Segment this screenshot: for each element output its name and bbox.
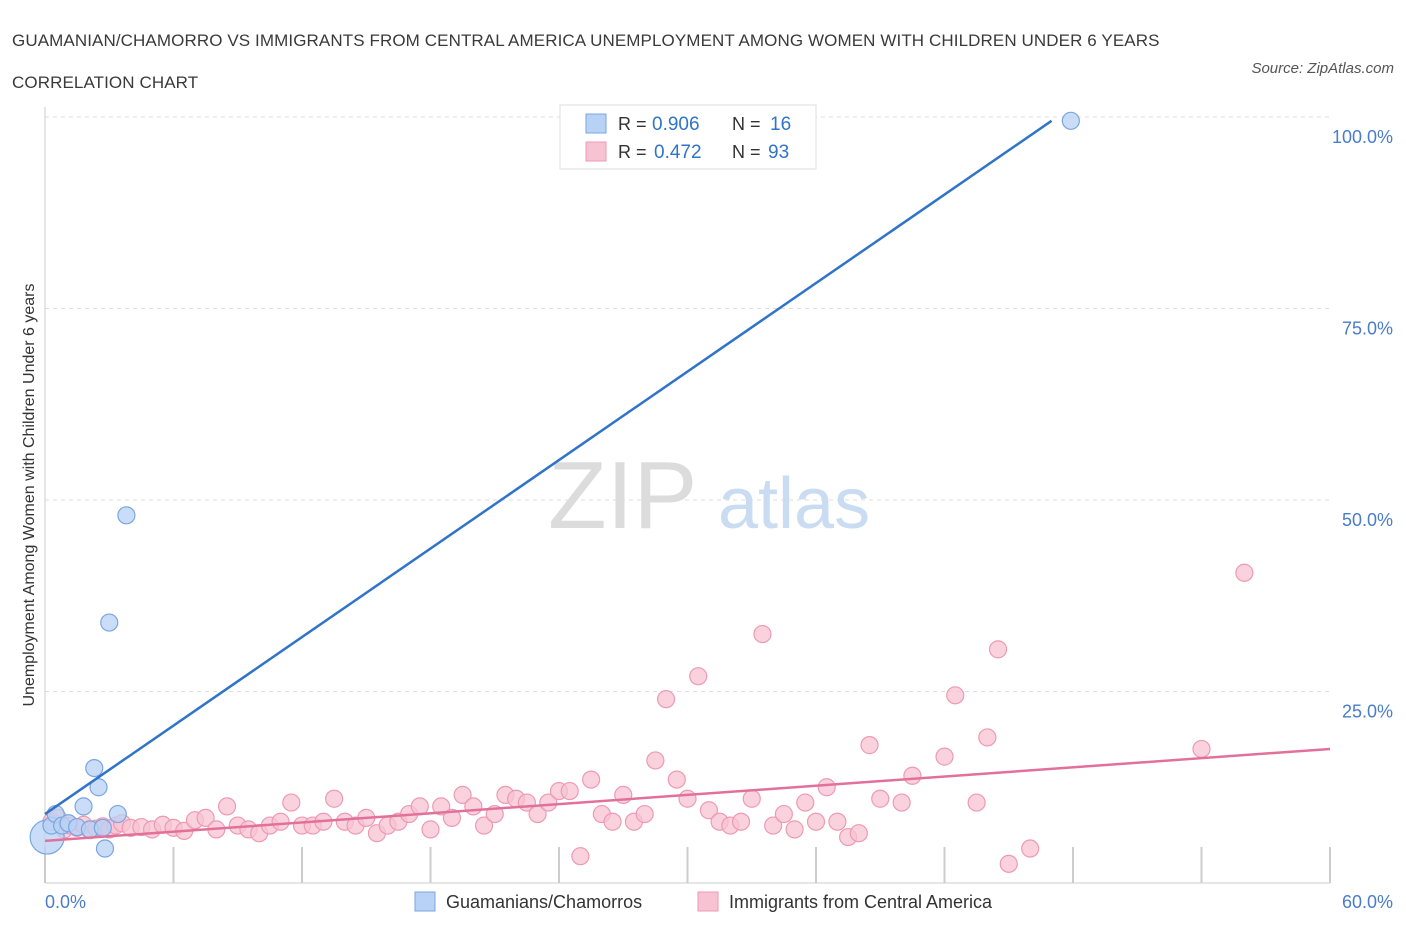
blue-point-14: [117, 506, 136, 525]
pink-point-83: [892, 793, 911, 812]
pink-point-40: [421, 820, 440, 839]
pink-point-21: [217, 797, 237, 816]
stats-swatch-pink: [585, 141, 607, 162]
watermark-atlas: atlas: [718, 464, 870, 544]
pink-point-61: [646, 751, 665, 770]
legend-label-guamanians: Guamanians/Chamorros: [446, 892, 642, 912]
blue-point-13: [108, 804, 127, 824]
pink-point-78: [828, 812, 847, 831]
pink-point-39: [410, 797, 429, 816]
pink-point-80: [849, 824, 868, 843]
stats-swatch-blue: [585, 113, 607, 134]
pink-point-43: [453, 785, 472, 805]
gridlines: [45, 116, 1330, 692]
legend-label-immigrants: Immigrants from Central America: [729, 892, 993, 912]
pink-point-60: [635, 804, 654, 824]
y-axis-label: Unemployment Among Women with Children U…: [21, 283, 38, 706]
pink-point-44: [464, 797, 483, 816]
pink-point-89: [988, 640, 1008, 659]
trend-lines: [44, 119, 1331, 843]
pink-point-64: [678, 789, 697, 808]
blue-point-6: [74, 797, 93, 816]
y-tick-label-75: 75.0%: [1342, 319, 1393, 339]
pink-point-72: [764, 816, 783, 835]
blue-point-8: [85, 758, 104, 778]
pink-point-45: [474, 816, 494, 835]
pink-point-41: [432, 797, 451, 816]
pink-point-70: [742, 789, 761, 808]
stats-r-label-1: R =: [618, 114, 647, 134]
stats-n-value-1: 16: [770, 114, 791, 135]
pink-point-66: [699, 801, 719, 820]
pink-point-87: [967, 793, 986, 812]
y-axis-tick-labels: 25.0% 50.0% 75.0% 100.0%: [1332, 127, 1393, 722]
pink-point-57: [603, 812, 622, 831]
blue-point-15: [1061, 111, 1080, 130]
legend-swatch-pink: [697, 891, 719, 912]
pink-point-91: [1021, 839, 1040, 858]
stats-legend: R = 0.906 N = 16 R = 0.472 N = 93: [559, 104, 817, 170]
chart-title: GUAMANIAN/CHAMORRO VS IMMIGRANTS FROM CE…: [12, 31, 1160, 92]
trend-line-immigrants: [44, 747, 1331, 843]
pink-point-53: [560, 781, 579, 801]
legend-swatch-blue: [414, 891, 436, 912]
blue-point-10: [93, 818, 112, 837]
series-guamanians-chamorros: [29, 111, 1080, 858]
pink-point-71: [753, 624, 772, 644]
stats-r-value-1: 0.906: [652, 114, 700, 135]
y-tick-label-100: 100.0%: [1332, 127, 1393, 147]
pink-point-74: [785, 820, 804, 839]
pink-point-88: [978, 728, 997, 747]
pink-point-86: [946, 686, 965, 705]
blue-point-11: [95, 839, 115, 858]
pink-point-84: [903, 766, 922, 785]
pink-point-54: [571, 847, 590, 866]
pink-point-92: [1192, 739, 1211, 759]
pink-point-63: [667, 770, 686, 789]
stats-r-value-2: 0.472: [654, 142, 702, 163]
pink-point-81: [860, 736, 879, 755]
stats-n-value-2: 93: [768, 142, 789, 163]
pink-point-42: [442, 808, 462, 827]
y-tick-label-50: 50.0%: [1342, 510, 1393, 530]
pink-point-85: [935, 747, 954, 766]
pink-point-65: [689, 667, 708, 686]
y-tick-label-25: 25.0%: [1342, 702, 1393, 722]
pink-point-69: [731, 812, 751, 831]
pink-point-55: [582, 770, 601, 789]
blue-point-9: [89, 778, 108, 797]
pink-point-26: [271, 812, 290, 831]
pink-point-62: [656, 690, 676, 709]
watermark-zip: ZIP: [548, 442, 697, 549]
x-tick-label-max: 60.0%: [1342, 892, 1393, 912]
watermark: ZIP atlas: [548, 442, 870, 549]
pink-point-31: [325, 789, 344, 808]
pink-point-76: [806, 812, 826, 831]
pink-point-90: [999, 854, 1018, 873]
pink-point-51: [539, 793, 558, 812]
source-credit: Source: ZipAtlas.com: [1251, 60, 1394, 77]
x-axis-ticks: [44, 847, 1331, 883]
pink-point-82: [871, 789, 890, 808]
pink-point-19: [196, 808, 215, 827]
pink-point-75: [796, 793, 815, 812]
pink-point-93: [1235, 563, 1254, 582]
stats-n-label-2: N =: [732, 142, 761, 162]
pink-point-27: [282, 793, 301, 812]
blue-point-12: [100, 613, 119, 632]
series-immigrants-central-america: [42, 563, 1254, 873]
x-tick-label-min: 0.0%: [45, 892, 86, 912]
pink-point-73: [774, 804, 793, 824]
series-legend: Guamanians/Chamorros Immigrants from Cen…: [414, 891, 993, 912]
trend-line-guamanians: [44, 119, 1053, 816]
stats-r-label-2: R =: [618, 142, 647, 162]
pink-point-77: [817, 778, 836, 797]
stats-n-label-1: N =: [732, 114, 761, 134]
